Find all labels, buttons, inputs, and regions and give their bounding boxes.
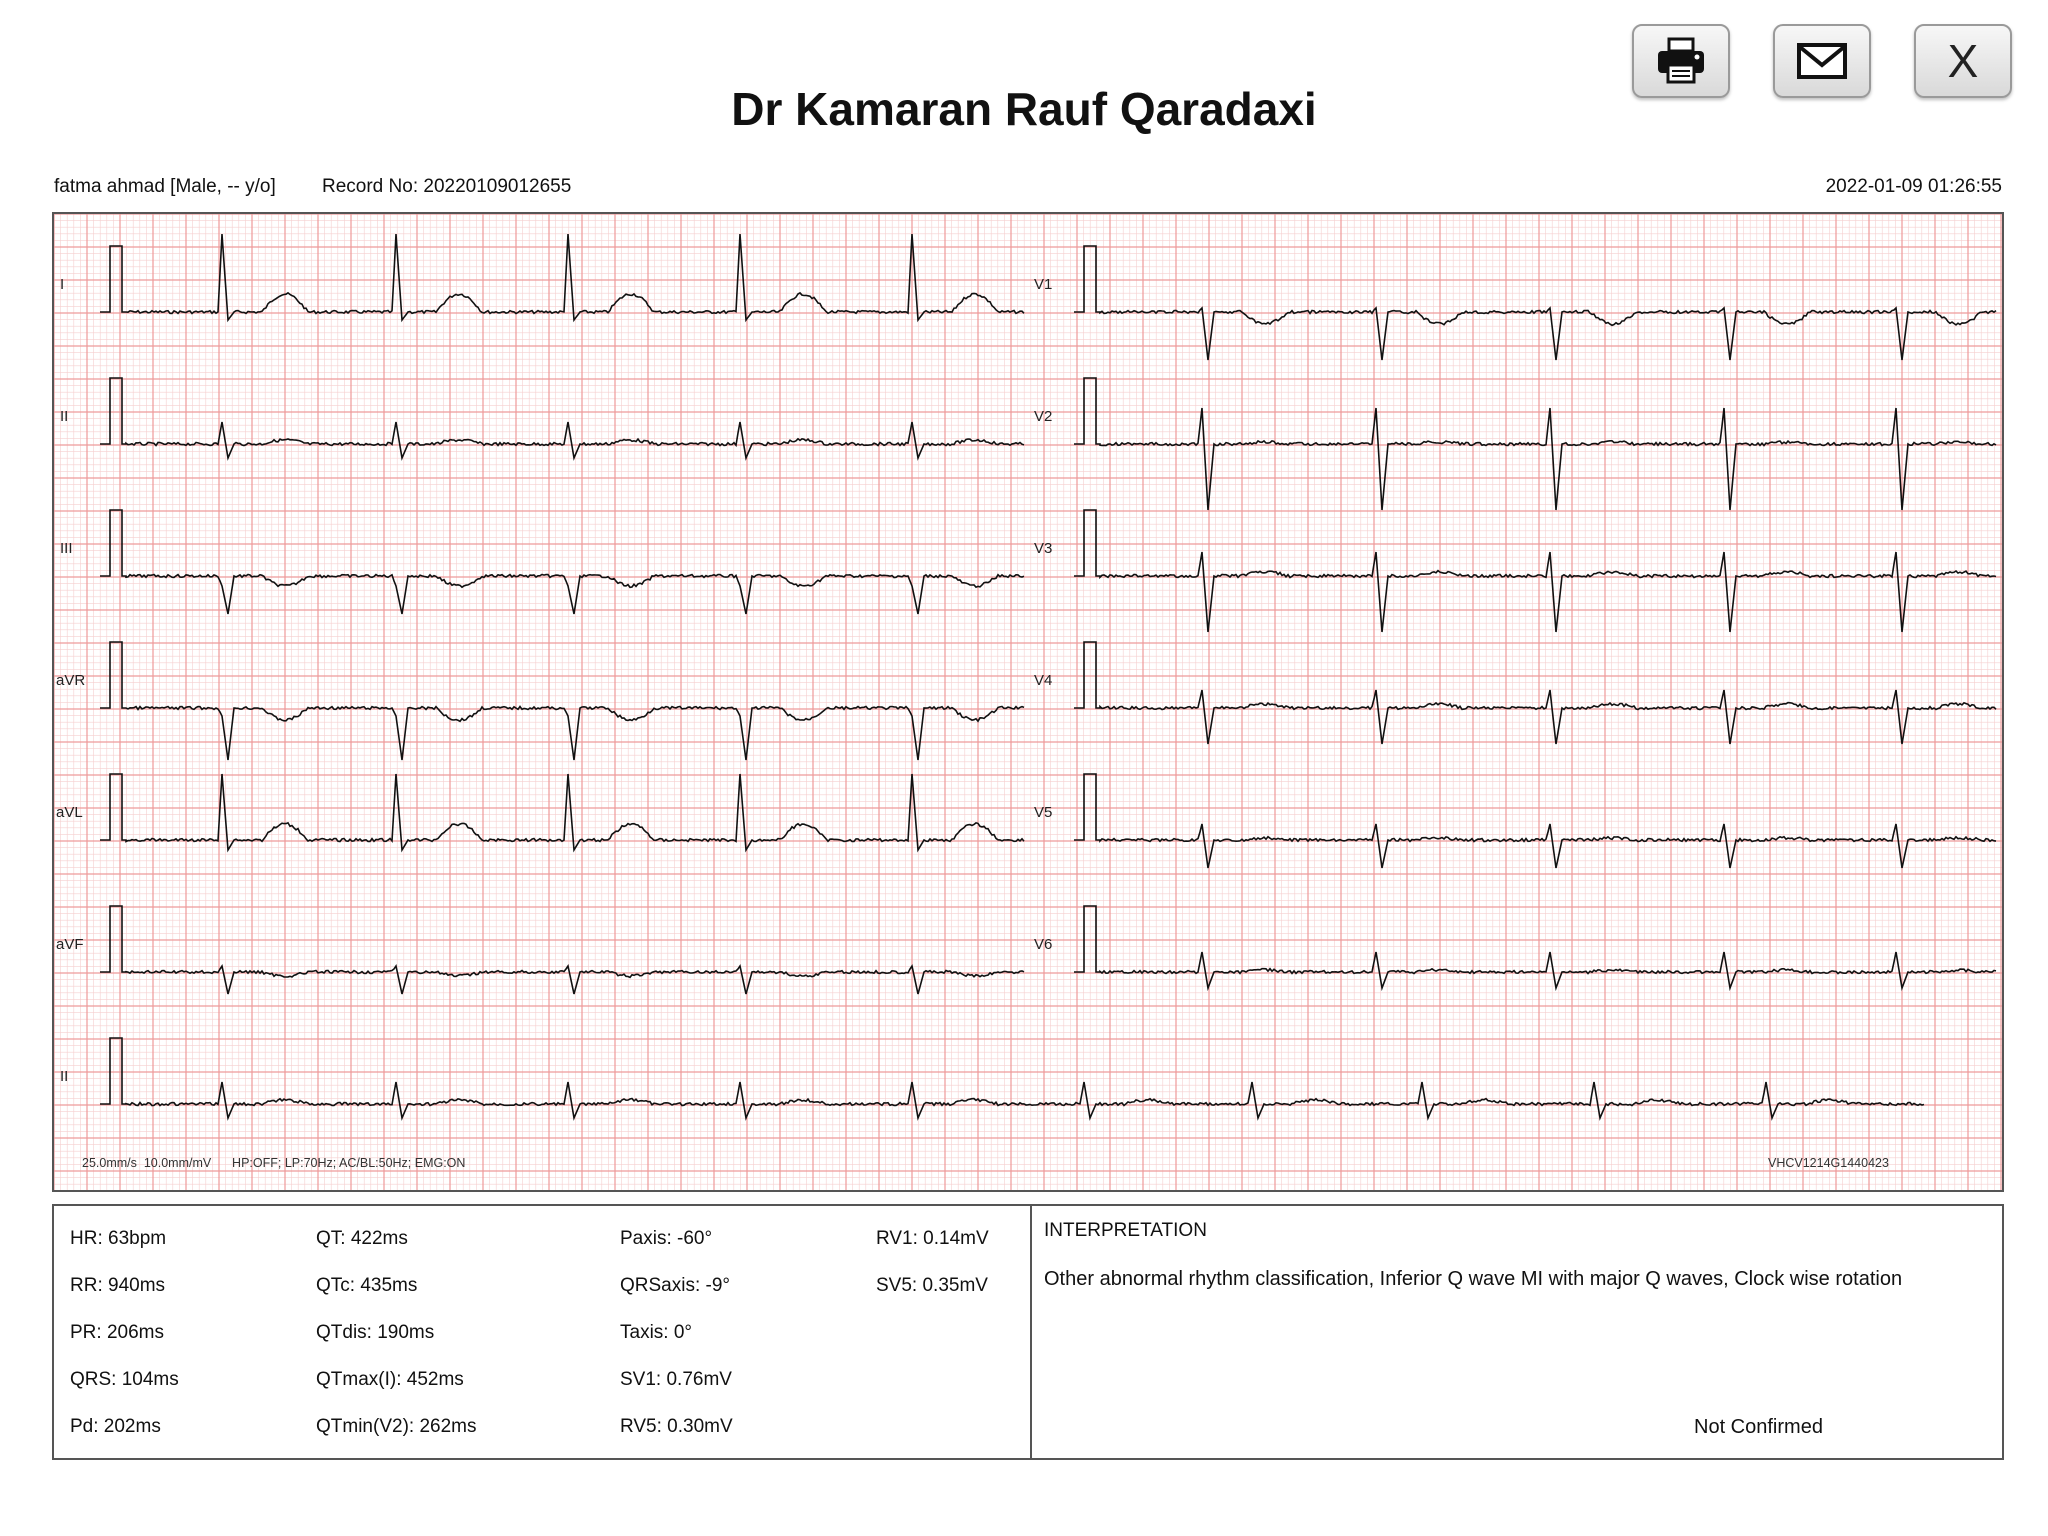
interpretation-text: Other abnormal rhythm classification, In… xyxy=(1044,1268,1903,1290)
grid-major xyxy=(54,214,2002,1190)
doctor-title: Dr Kamaran Rauf Qaradaxi xyxy=(731,83,1317,135)
measure-qt: QT: 422ms xyxy=(316,1228,408,1249)
measure-rv1: RV1: 0.14mV xyxy=(876,1228,989,1249)
close-icon: X xyxy=(1947,35,1979,87)
ecg-trace-V3 xyxy=(1074,509,1997,633)
ecg-trace-V2 xyxy=(1074,377,1997,511)
measure-rr: RR: 940ms xyxy=(70,1275,166,1296)
measure-taxis: Taxis: 0° xyxy=(620,1322,693,1343)
lead-label-V4: V4 xyxy=(1034,672,1053,689)
record-number: Record No: 20220109012655 xyxy=(322,176,572,197)
lead-label-aVR: aVR xyxy=(56,672,86,689)
lead-label-rhythm-II: II xyxy=(60,1068,69,1085)
ecg-trace-V1 xyxy=(1074,245,1997,361)
lead-label-II: II xyxy=(60,408,69,425)
email-button[interactable] xyxy=(1773,24,1871,98)
ecg-trace-III xyxy=(100,509,1025,615)
measure-qrs: QRS: 104ms xyxy=(70,1369,179,1390)
ecg-settings-note: 25.0mm/s 10.0mm/mV HP:OFF; LP:70Hz; AC/B… xyxy=(82,1156,466,1170)
ecg-trace-I xyxy=(100,233,1025,323)
confirmation-status: Not Confirmed xyxy=(1694,1416,1823,1438)
measure-sv1: SV1: 0.76mV xyxy=(620,1369,732,1390)
printer-icon xyxy=(1655,37,1707,85)
ecg-trace-V6 xyxy=(1074,905,1997,992)
measure-paxis: Paxis: -60° xyxy=(620,1228,713,1249)
lead-label-aVL: aVL xyxy=(56,804,83,821)
lead-label-V1: V1 xyxy=(1034,276,1053,293)
close-button[interactable]: X xyxy=(1914,24,2012,98)
interpretation-heading: INTERPRETATION xyxy=(1044,1220,1207,1241)
ecg-trace-rhythm-II xyxy=(100,1037,1925,1121)
lead-label-aVF: aVF xyxy=(56,936,84,953)
report-panel: HR: 63bpm RR: 940ms PR: 206ms QRS: 104ms… xyxy=(52,1204,2004,1460)
ecg-trace-II xyxy=(100,377,1025,461)
panel-divider xyxy=(1030,1206,1032,1458)
lead-label-V5: V5 xyxy=(1034,804,1053,821)
lead-label-I: I xyxy=(60,276,65,293)
measure-qtmin: QTmin(V2): 262ms xyxy=(316,1416,477,1437)
measure-qrsaxis: QRSaxis: -9° xyxy=(620,1275,731,1296)
ecg-trace-V4 xyxy=(1074,641,1997,745)
device-id: VHCV1214G1440423 xyxy=(1768,1156,1889,1170)
lead-label-V2: V2 xyxy=(1034,408,1053,425)
ecg-trace-aVF xyxy=(100,905,1025,995)
record-datetime: 2022-01-09 01:26:55 xyxy=(1825,176,2002,197)
measure-pr: PR: 206ms xyxy=(70,1322,164,1343)
lead-label-V3: V3 xyxy=(1034,540,1053,557)
measure-hr: HR: 63bpm xyxy=(70,1228,167,1249)
lead-label-V6: V6 xyxy=(1034,936,1053,953)
measure-qtmax: QTmax(I): 452ms xyxy=(316,1369,464,1390)
measure-rv5: RV5: 0.30mV xyxy=(620,1416,733,1437)
patient-info: fatma ahmad [Male, -- y/o] xyxy=(54,176,276,197)
measure-pd: Pd: 202ms xyxy=(70,1416,161,1437)
lead-label-III: III xyxy=(60,540,73,557)
ecg-trace-aVL xyxy=(100,773,1025,853)
grid-minor xyxy=(54,214,2002,1190)
measure-qtc: QTc: 435ms xyxy=(316,1275,418,1296)
measure-qtdis: QTdis: 190ms xyxy=(316,1322,435,1343)
ecg-chart: I II III aVR aVL aVF V1 V2 V3 V4 V5 V6 I… xyxy=(52,212,2004,1192)
ecg-grid xyxy=(54,214,2002,1190)
ecg-trace-V5 xyxy=(1074,773,1997,869)
ecg-trace-aVR xyxy=(100,641,1025,761)
print-button[interactable] xyxy=(1632,24,1730,98)
envelope-icon xyxy=(1796,41,1848,81)
measure-sv5: SV5: 0.35mV xyxy=(876,1275,988,1296)
